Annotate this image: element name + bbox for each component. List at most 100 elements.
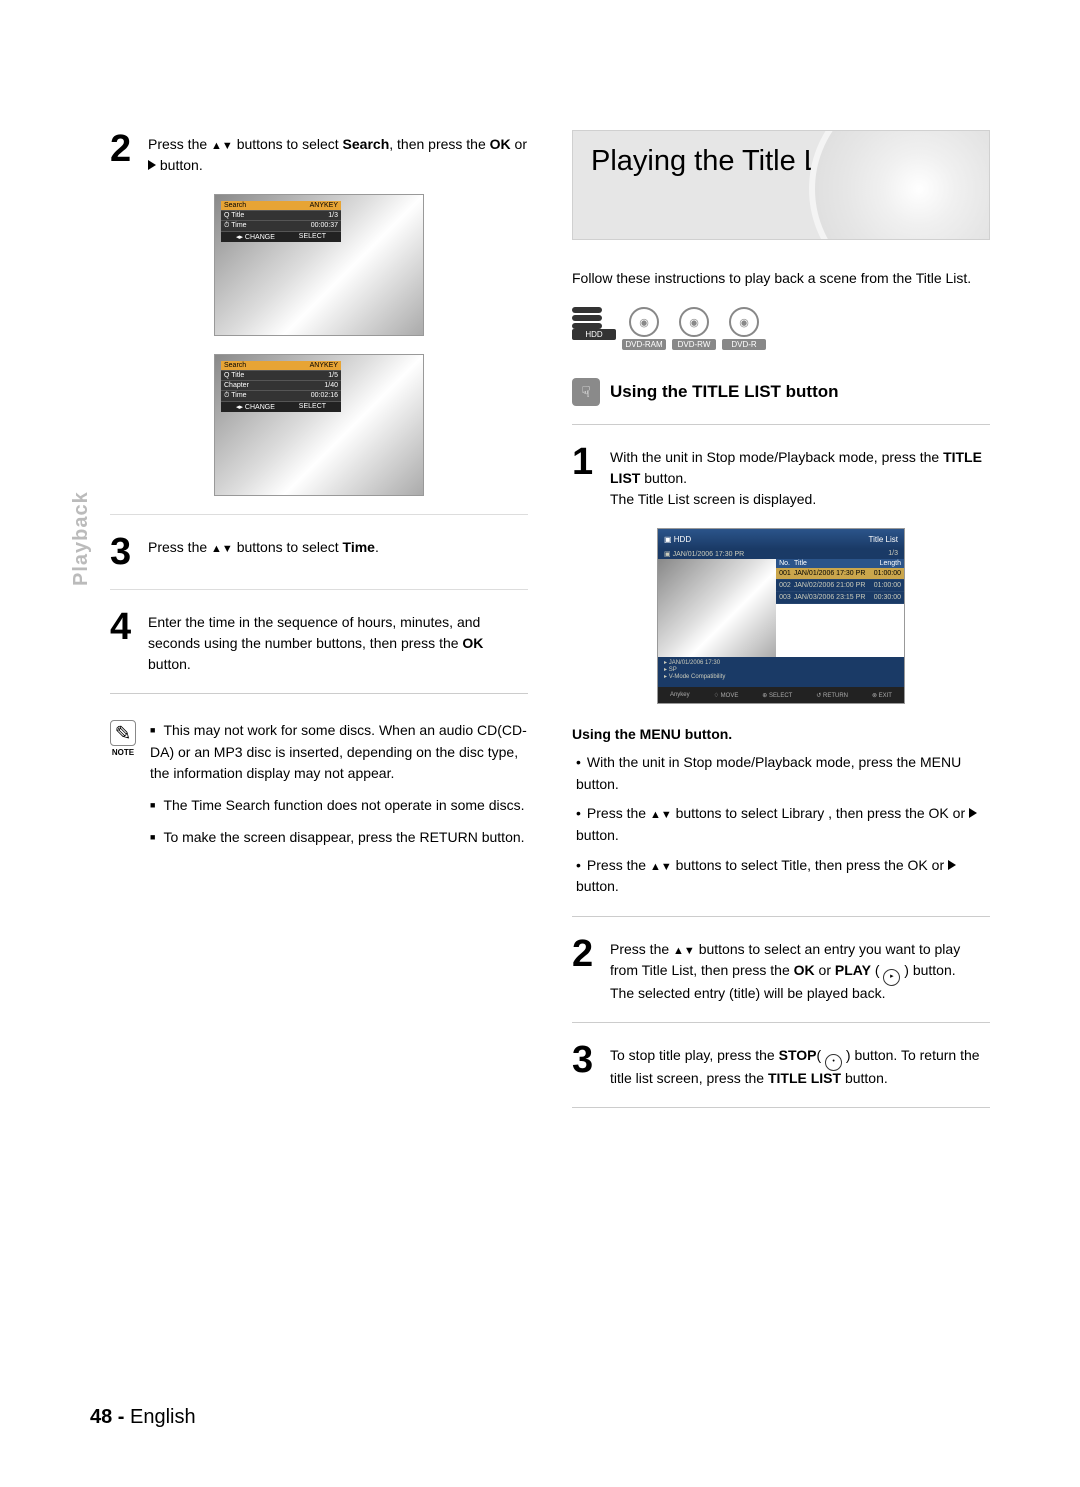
disc-icon: ◉ [629, 307, 659, 337]
t: PLAY [835, 962, 871, 978]
t: OK [794, 962, 815, 978]
step-text: Enter the time in the sequence of hours,… [148, 608, 528, 675]
step-text: To stop title play, press the STOP( • ) … [610, 1041, 990, 1089]
t: With the unit in Stop mode/Playback mode… [587, 754, 920, 770]
menu-subtitle: Using the MENU button. [572, 726, 990, 742]
t: Press the [148, 136, 211, 152]
step-number: 3 [110, 533, 138, 571]
t: Press the [148, 539, 211, 555]
right-column: Playing the Title List Follow these inst… [572, 130, 990, 1126]
t: or [949, 805, 969, 821]
t: OK [929, 805, 949, 821]
t: Title [781, 857, 807, 873]
osd-screenshot-2: SearchANYKEY Q Title1/5 Chapter1/40 ⏱ Ti… [214, 354, 424, 496]
tl-thumbnail [658, 559, 776, 657]
t: 00:00:37 [311, 222, 338, 230]
t: 001 [779, 570, 791, 577]
separator [572, 424, 990, 425]
tl-row: 002JAN/02/2006 21:00 PR01:00:00 [776, 580, 904, 592]
step-text: Press the ▲▼ buttons to select Search, t… [148, 130, 528, 176]
t: TITLE LIST [768, 1070, 841, 1086]
step-number: 2 [110, 130, 138, 176]
page-number: 48 - [90, 1406, 124, 1428]
t: Time [231, 222, 246, 229]
disc-icon: ◉ [679, 307, 709, 337]
t: OK [908, 857, 928, 873]
tl-cols: No.TitleLength [776, 559, 904, 568]
title-list-screenshot: ▣ HDD Title List ▣ JAN/01/2006 17:30 PR1… [657, 528, 905, 704]
t: Search [224, 202, 246, 209]
badge-hdd: HDD [572, 307, 616, 350]
t: JAN/01/2006 17:30 PR [673, 551, 745, 558]
t: V-Mode Compatibility [669, 674, 726, 680]
step-text: Press the ▲▼ buttons to select Time. [148, 533, 379, 571]
right-step-3: 3 To stop title play, press the STOP( • … [572, 1041, 990, 1089]
step-4: 4 Enter the time in the sequence of hour… [110, 608, 528, 675]
badge-label: HDD [572, 329, 616, 340]
t: JAN/03/2006 23:15 PR [794, 594, 866, 601]
t: ANYKEY [310, 362, 338, 369]
t: ( [816, 1047, 825, 1063]
t: Search [224, 362, 246, 369]
play-icon [948, 860, 956, 870]
note-body: This may not work for some discs. When a… [150, 720, 528, 858]
badge-dvdrw: ◉ DVD-RW [672, 307, 716, 350]
t: To stop title play, press the [610, 1047, 779, 1063]
play-circle-icon: ▸ [883, 969, 900, 986]
note-label: NOTE [110, 748, 136, 757]
separator [572, 1022, 990, 1023]
t: Title [231, 372, 244, 379]
t: 002 [779, 582, 791, 589]
updown-icon: ▲▼ [650, 809, 672, 821]
t: Press the [587, 857, 650, 873]
osd-screenshot-1: SearchANYKEY Q Title1/3 ⏱ Time00:00:37 ◂… [214, 194, 424, 336]
step-text: Press the ▲▼ buttons to select an entry … [610, 935, 990, 1004]
t: , then press the [389, 136, 489, 152]
step-2: 2 Press the ▲▼ buttons to select Search,… [110, 130, 528, 176]
step-number: 4 [110, 608, 138, 675]
tl-list: No.TitleLength 001JAN/01/2006 17:30 PR01… [776, 559, 904, 657]
osd-box: SearchANYKEY Q Title1/5 Chapter1/40 ⏱ Ti… [221, 361, 341, 412]
t: Time [343, 539, 375, 555]
t: EXIT [879, 693, 892, 699]
t: buttons to select [233, 539, 343, 555]
badge-label: DVD-R [722, 339, 766, 350]
bullet: With the unit in Stop mode/Playback mode… [576, 752, 990, 795]
badge-label: DVD-RW [672, 339, 716, 350]
separator [110, 693, 528, 694]
stop-circle-icon: • [825, 1054, 842, 1071]
t: Title List [869, 535, 899, 544]
page-footer: 48 - English [90, 1406, 196, 1429]
updown-icon: ▲▼ [211, 140, 233, 152]
hdd-icon [572, 307, 602, 329]
t: 00:02:16 [311, 392, 338, 400]
hand-icon: ☟ [572, 378, 600, 406]
t: OK [490, 136, 511, 152]
step-number: 1 [572, 443, 600, 510]
step-number: 2 [572, 935, 600, 1004]
tl-row: 003JAN/03/2006 23:15 PR00:30:00 [776, 592, 904, 604]
t: , then press the [824, 805, 928, 821]
t: RETURN [419, 829, 477, 845]
t: or [815, 962, 835, 978]
t: button. [156, 157, 203, 173]
note-item: The Time Search function does not operat… [150, 795, 528, 817]
badge-label: DVD-RAM [622, 339, 666, 350]
t: MENU [920, 754, 961, 770]
bullet: Press the ▲▼ buttons to select Title, th… [576, 855, 990, 898]
t: MOVE [721, 693, 739, 699]
t: button. [478, 829, 525, 845]
t: Search [343, 136, 390, 152]
t: button. [576, 776, 619, 792]
osd-box: SearchANYKEY Q Title1/3 ⏱ Time00:00:37 ◂… [221, 201, 341, 242]
t: Enter the time in the sequence of hours,… [148, 614, 480, 651]
t: No. [779, 560, 790, 567]
badge-dvdram: ◉ DVD-RAM [622, 307, 666, 350]
disc-icon: ◉ [729, 307, 759, 337]
tl-row: 001JAN/01/2006 17:30 PR01:00:00 [776, 568, 904, 580]
right-step-1: 1 With the unit in Stop mode/Playback mo… [572, 443, 990, 510]
step-text: With the unit in Stop mode/Playback mode… [610, 443, 990, 510]
t: SELECT [769, 693, 792, 699]
t: 1/40 [324, 382, 338, 389]
updown-icon: ▲▼ [211, 543, 233, 555]
